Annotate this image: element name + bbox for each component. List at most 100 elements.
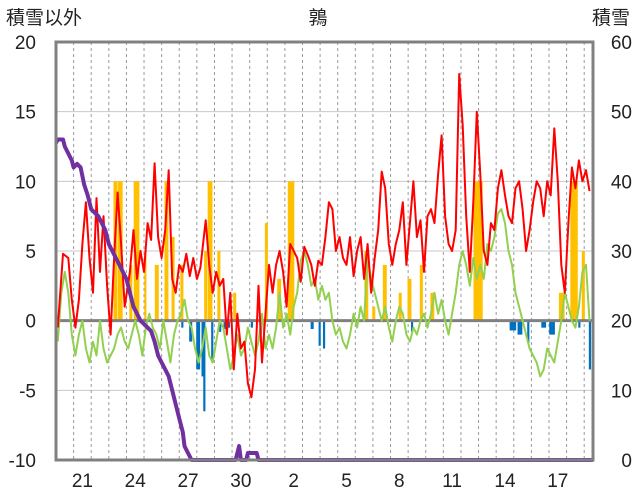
- precip-bar: [541, 320, 543, 328]
- precip-bar: [542, 320, 544, 328]
- snowfall-bar: [420, 264, 422, 321]
- snowfall-bar: [475, 181, 477, 321]
- precip-bar: [509, 320, 511, 331]
- right-tick-label: 50: [611, 103, 632, 124]
- right-tick-label: 40: [611, 172, 632, 193]
- snowfall-bar: [480, 181, 482, 321]
- snowfall-bar: [576, 181, 578, 321]
- max_temp-line: [56, 73, 591, 399]
- right-tick-label: 10: [611, 381, 632, 402]
- precip-bar: [588, 320, 591, 370]
- snowfall-bar: [481, 181, 483, 321]
- snowfall-bar: [559, 292, 562, 321]
- snowfall-bar: [138, 181, 140, 321]
- snowfall-bar: [115, 181, 117, 321]
- x-tick-label: 27: [177, 471, 198, 492]
- snowfall-bar: [211, 181, 213, 321]
- snowfall-bar: [154, 264, 157, 321]
- snowfall-bar: [583, 251, 585, 321]
- snowfall-bar: [205, 251, 208, 321]
- snowfall-bar: [400, 292, 402, 321]
- right-axis-ticks: 0 10 20 30 40 50 60: [611, 33, 632, 472]
- precip-bar: [182, 320, 184, 328]
- precip-bar: [311, 320, 313, 330]
- x-tick-label: 11: [442, 471, 462, 492]
- precip-bar: [250, 320, 253, 328]
- snowfall-bar: [234, 292, 237, 321]
- snowfall-bar: [205, 251, 207, 321]
- precip-bar: [322, 320, 325, 349]
- precip-bar: [543, 320, 546, 328]
- precip-bar: [513, 320, 515, 331]
- left-tick-label: 0: [25, 312, 36, 333]
- snowfall-bar: [477, 181, 480, 321]
- precip-bar: [579, 320, 581, 328]
- precip-bar: [198, 320, 201, 370]
- snowfall-bar: [209, 181, 211, 321]
- precip-bar: [553, 320, 555, 335]
- snowfall-bar: [157, 264, 159, 321]
- precip-bar: [251, 320, 253, 328]
- left-axis-ticks: -10 -5 0 5 10 15 20: [9, 33, 36, 472]
- precip-bar: [223, 320, 225, 330]
- snowfall-bar: [137, 181, 139, 321]
- snowfall-bar: [234, 292, 236, 321]
- snowfall-bar: [582, 251, 584, 321]
- snowfall-bar: [419, 264, 422, 321]
- snowfall-bar: [558, 292, 561, 321]
- snowfall-bar: [473, 181, 475, 321]
- precip-bar: [552, 320, 555, 335]
- snowfall-bar: [383, 264, 386, 321]
- precip-bar: [519, 320, 521, 335]
- snowfall-bar: [384, 264, 386, 321]
- x-tick-label: 24: [125, 471, 147, 492]
- precip-bar: [411, 320, 414, 332]
- precip-bar: [319, 320, 321, 346]
- snowfall-bar: [182, 264, 184, 321]
- snowfall-bar: [144, 251, 146, 321]
- precip-bar: [551, 320, 554, 335]
- precip-bar: [204, 320, 206, 412]
- precip-bar: [518, 320, 520, 335]
- snowfall-bar: [233, 292, 235, 321]
- snowfall-bar: [217, 251, 219, 321]
- snowfall-bar: [264, 223, 267, 321]
- x-axis-ticks: 21 24 27 30 2 5 8 11 14 17: [72, 471, 569, 492]
- snowfall-bar: [430, 292, 432, 321]
- right-tick-label: 60: [611, 33, 632, 54]
- snowfall-bar: [477, 181, 479, 321]
- precip-bar: [189, 320, 191, 342]
- snowfall-bar: [155, 264, 157, 321]
- precip-bar: [543, 320, 545, 328]
- snowfall-bar: [408, 278, 410, 321]
- precip-bar: [514, 320, 516, 331]
- snowfall-bar: [135, 181, 137, 321]
- precip-bar: [511, 320, 513, 331]
- precip-bar: [212, 320, 214, 363]
- snowfall-bar: [407, 278, 409, 321]
- plot-frame: [54, 40, 595, 462]
- snowfall-bar: [476, 181, 478, 321]
- left-tick-label: 20: [15, 33, 36, 54]
- x-tick-label: 17: [547, 471, 568, 492]
- chart-title: 鶉: [308, 7, 327, 29]
- precip-bar: [196, 320, 198, 370]
- precip-bar: [589, 320, 591, 370]
- snowfall-bar: [181, 264, 183, 321]
- grid-lines: [56, 42, 593, 460]
- snowfall-bar: [570, 181, 572, 321]
- precip-bar: [203, 320, 205, 412]
- snowfall-bar: [266, 223, 268, 321]
- precip-bar: [544, 320, 547, 328]
- snowfall-bar: [385, 264, 387, 321]
- snowfall-bar: [560, 292, 562, 321]
- snowfall-bar: [572, 181, 575, 321]
- snowfall-bar: [364, 251, 366, 321]
- precip-bar: [517, 320, 519, 335]
- snowfall-bar: [164, 181, 166, 321]
- snowfall-bar: [478, 181, 481, 321]
- snowfall-bar: [581, 251, 584, 321]
- precip-bar: [197, 320, 199, 370]
- snowfall-bar: [208, 181, 210, 321]
